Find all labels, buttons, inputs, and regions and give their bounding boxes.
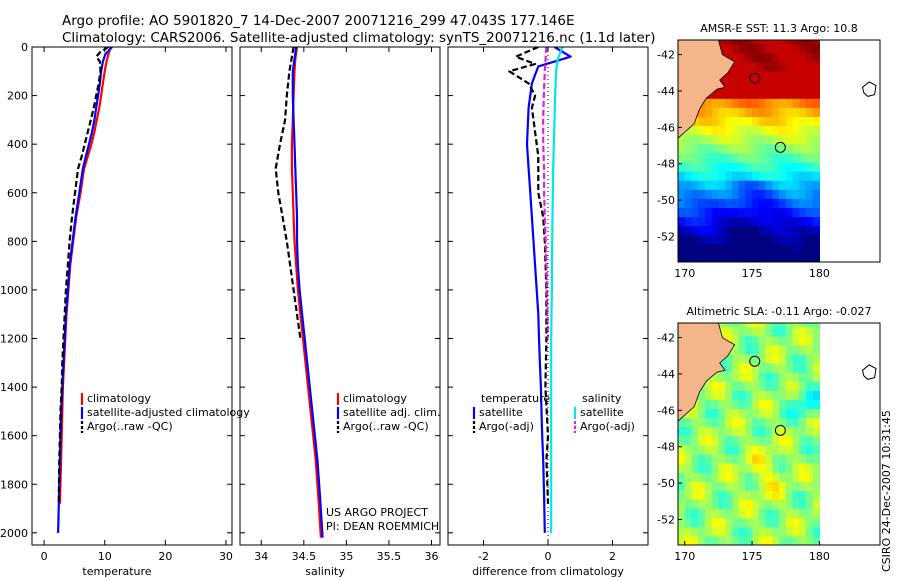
map-x-tick-label: 180 xyxy=(809,267,830,280)
map-y-tick-label: -50 xyxy=(657,477,675,490)
map-x-tick-label: 175 xyxy=(742,267,763,280)
map-field xyxy=(678,323,877,545)
map-title: Altimetric SLA: -0.11 Argo: -0.027 xyxy=(687,305,872,318)
map-x-tick-label: 180 xyxy=(809,550,830,563)
figure-title-line1: Argo profile: AO 5901820_7 14-Dec-2007 2… xyxy=(62,13,575,29)
series-group xyxy=(274,47,324,538)
legend-item-satellite-adjusted: satellite-adjusted climatology xyxy=(87,406,250,419)
legend-item-argo: Argo(..raw -QC) xyxy=(87,420,173,433)
series-line-0 xyxy=(290,47,322,538)
legend-item-climatology: climatology xyxy=(343,392,407,405)
map-title: AMSR-E SST: 11.3 Argo: 10.8 xyxy=(700,22,858,35)
legend-item-satellite-adj: satellite adj. clim. xyxy=(343,406,440,419)
series-line-1 xyxy=(291,47,324,538)
figure-title-line2: Climatology: CARS2006. Satellite-adjuste… xyxy=(62,30,656,46)
axes-frame xyxy=(239,46,441,546)
series-line-3 xyxy=(542,47,550,339)
x-tick-label: 0 xyxy=(41,550,48,563)
x-tick-label: 30 xyxy=(219,550,233,563)
profile-panel-0: 0 10 20 30 0 200 400 600 800 1000 1200 1400 1600 1800… xyxy=(0,41,233,578)
series-line-2 xyxy=(274,47,302,339)
island-outline xyxy=(861,364,877,380)
y-tick-label: 200 xyxy=(7,90,28,103)
series-line-1 xyxy=(57,47,113,533)
legend-item-sal-argo: Argo(-adj) xyxy=(580,420,635,433)
series-line-0 xyxy=(525,47,572,533)
x-axis-label: difference from climatology xyxy=(472,565,624,578)
map-y-tick-label: -44 xyxy=(657,85,675,98)
y-tick-label: 0 xyxy=(21,41,28,54)
y-tick-label: 1400 xyxy=(0,381,28,394)
map-y-tick-label: -50 xyxy=(657,194,675,207)
x-tick-label: 35.5 xyxy=(377,550,402,563)
legend-group-salinity: salinity xyxy=(582,392,622,405)
y-tick-label: 800 xyxy=(7,235,28,248)
x-tick-label: 35 xyxy=(339,550,353,563)
map-y-tick-label: -42 xyxy=(657,332,675,345)
map-x-tick-label: 170 xyxy=(674,267,695,280)
island-outline xyxy=(861,81,877,97)
map-sst: 170 175 180 -42 -44 -46 -48 -50 -52 AMSR-E SST: 1… xyxy=(657,22,881,280)
x-tick-label: 10 xyxy=(98,550,112,563)
legend-item-temp-argo: Argo(-adj) xyxy=(479,420,534,433)
map-field xyxy=(678,40,877,262)
map-y-tick-label: -46 xyxy=(657,404,675,417)
land-mass xyxy=(678,40,736,139)
map-frame xyxy=(677,322,881,546)
x-tick-label: -2 xyxy=(478,550,489,563)
legend-item-temp-satellite: satellite xyxy=(479,406,523,419)
x-axis-label: salinity xyxy=(305,565,345,578)
profile-marker xyxy=(774,141,786,153)
x-tick-label: 2 xyxy=(609,550,616,563)
map-y-tick-label: -44 xyxy=(657,368,675,381)
map-y-tick-label: -46 xyxy=(657,121,675,134)
profile-marker xyxy=(774,424,786,436)
y-tick-label: 1800 xyxy=(0,478,28,491)
series-line-2 xyxy=(57,47,109,504)
y-tick-label: 1000 xyxy=(0,284,28,297)
annotation-pi: PI: DEAN ROEMMICH xyxy=(326,520,439,533)
y-tick-label: 400 xyxy=(7,138,28,151)
y-tick-label: 1600 xyxy=(0,430,28,443)
legend-group-temperature: temperature xyxy=(481,392,550,405)
map-y-tick-label: -52 xyxy=(657,514,675,527)
legend-item-sal-satellite: satellite xyxy=(580,406,624,419)
profile-panel-1: 34 34.5 35 35.5 36 salinity xyxy=(239,46,441,578)
map-x-tick-label: 170 xyxy=(674,550,695,563)
profile-marker xyxy=(749,355,761,367)
axes-frame xyxy=(31,46,233,546)
y-tick-label: 1200 xyxy=(0,333,28,346)
x-axis-label: temperature xyxy=(82,565,151,578)
map-y-tick-label: -48 xyxy=(657,158,675,171)
annotation-project: US ARGO PROJECT xyxy=(326,506,428,519)
legend-item-argo: Argo(..raw -QC) xyxy=(343,420,429,433)
y-tick-label: 600 xyxy=(7,187,28,200)
series-group xyxy=(57,47,113,533)
x-tick-label: 34 xyxy=(254,550,268,563)
timestamp-stamp: CSIRO 24-Dec-2007 10:31:45 xyxy=(880,410,893,572)
map-y-tick-label: -48 xyxy=(657,441,675,454)
profile-marker xyxy=(749,72,761,84)
legend-item-climatology: climatology xyxy=(87,392,151,405)
x-tick-label: 0 xyxy=(545,550,552,563)
y-tick-label: 2000 xyxy=(0,527,28,540)
map-x-tick-label: 175 xyxy=(742,550,763,563)
map-frame xyxy=(677,39,881,263)
series-group xyxy=(508,47,572,533)
map-y-tick-label: -52 xyxy=(657,231,675,244)
x-tick-label: 34.5 xyxy=(292,550,317,563)
x-tick-label: 20 xyxy=(158,550,172,563)
legend-difference: temperature salinitysatelliteArgo(-adj)sa… xyxy=(472,392,635,433)
map-y-tick-label: -42 xyxy=(657,49,675,62)
map-sla: 170 175 180 -42 -44 -46 -48 -50 -52 Altimetric SL… xyxy=(657,305,881,563)
land-mass xyxy=(678,323,736,422)
series-line-2 xyxy=(550,47,564,533)
x-tick-label: 36 xyxy=(424,550,438,563)
profile-panel-2: -2 0 2 difference from climatology xyxy=(447,46,649,578)
